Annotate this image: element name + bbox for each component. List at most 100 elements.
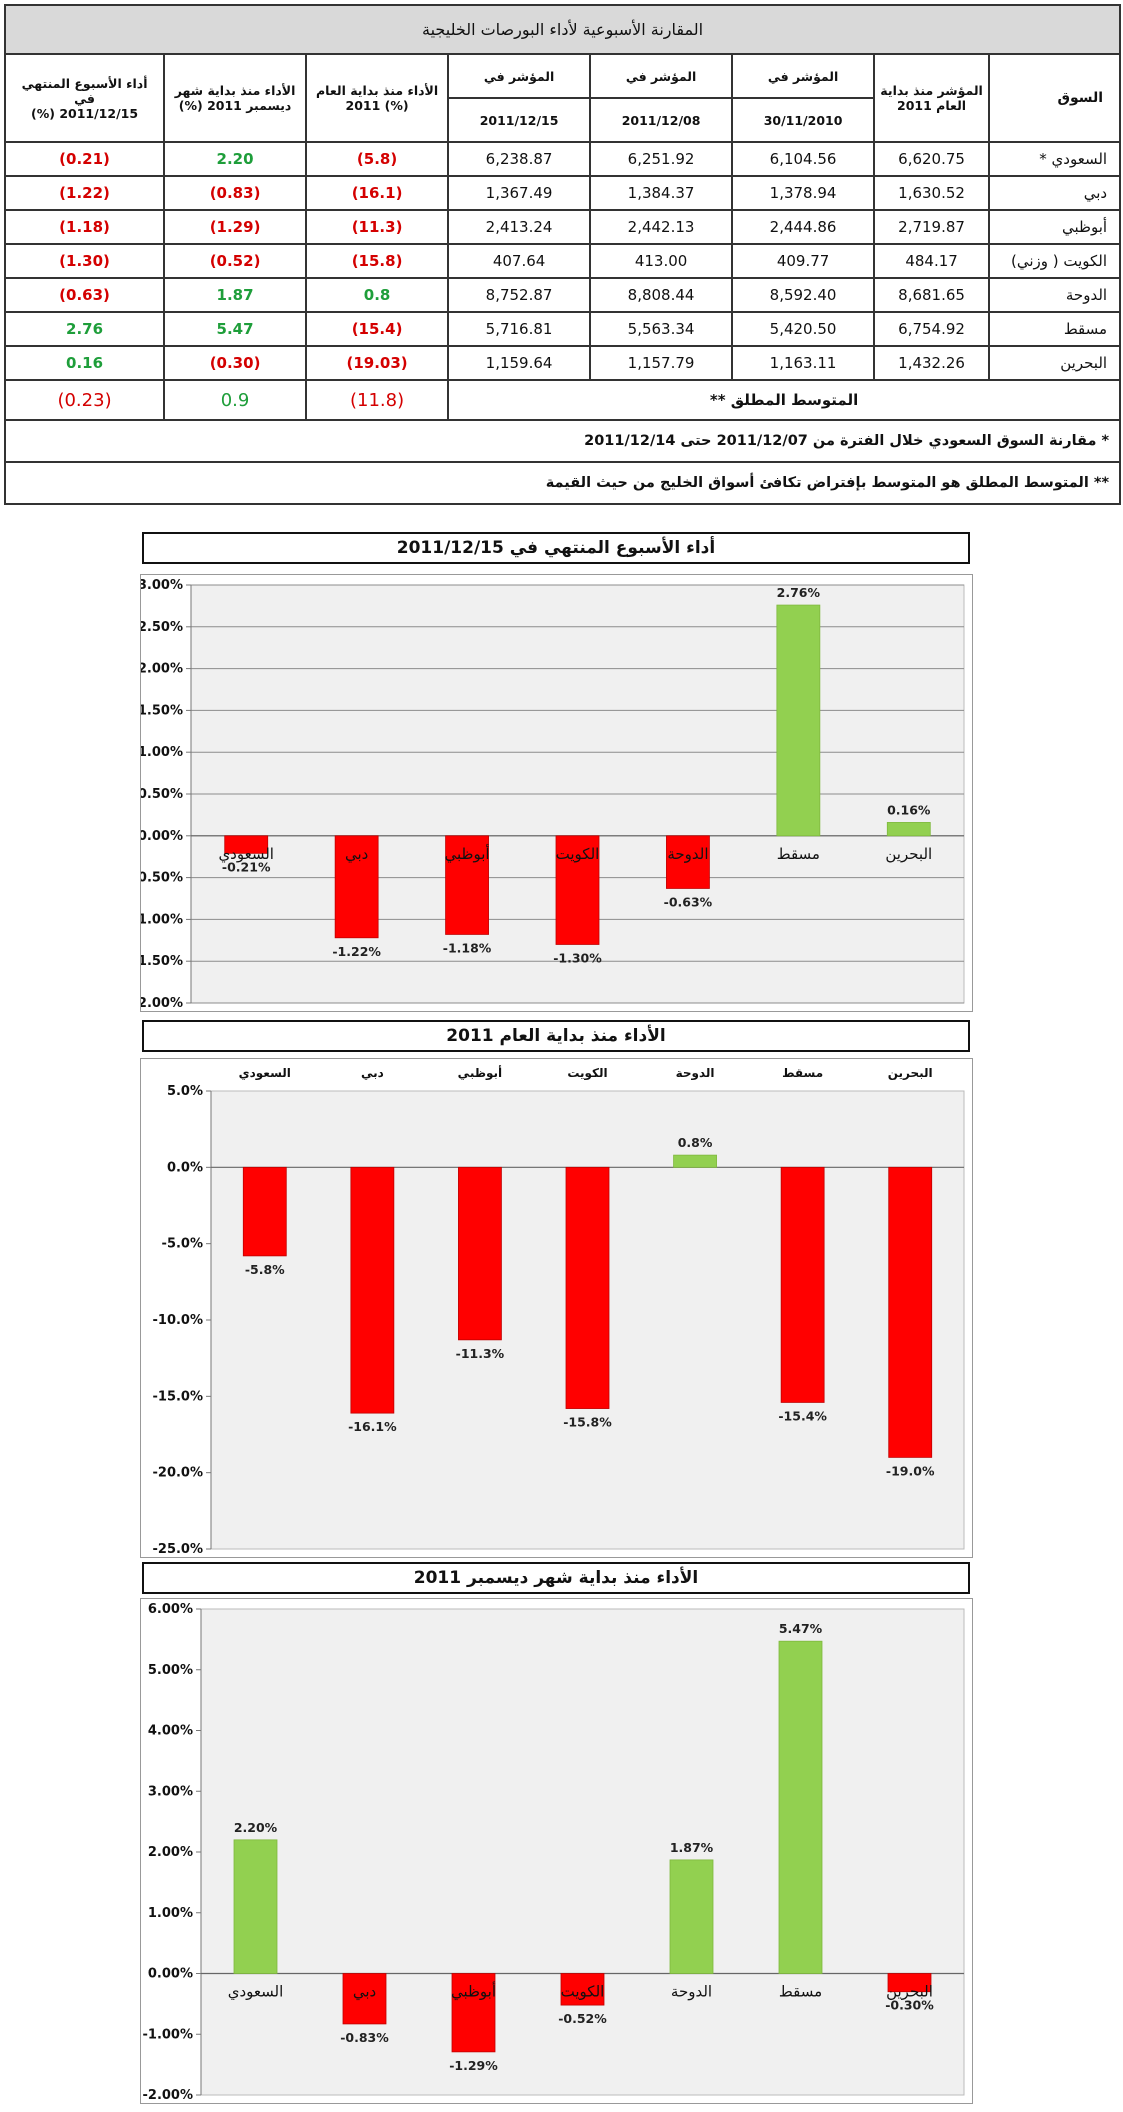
category-label: دبي — [345, 845, 368, 864]
category-label: مسقط — [779, 1983, 822, 2001]
chart-mtd-performance: 6.00% 5.00% 4.00% 3.00% 2.00% 1.00% 0.00% -1.00… — [140, 1598, 973, 2104]
cell-week: (1.30) — [3, 243, 166, 279]
data-label: -0.21% — [222, 859, 271, 874]
cell-d1: 5,420.50 — [731, 311, 876, 347]
y-tick-label: 4.00% — [148, 1724, 193, 1739]
cell-week: (0.63) — [3, 277, 166, 313]
bar-4 — [666, 835, 710, 889]
chart-mtd-svg: 6.00% 5.00% 4.00% 3.00% 2.00% 1.00% 0.00% -1.00… — [143, 1602, 965, 2103]
chart-ytd-title: الأداء منذ بداية العام 2011 — [142, 1020, 970, 1052]
cell-ytd: (5.8) — [305, 141, 450, 177]
data-label: 5.47% — [779, 1621, 823, 1636]
bar-1 — [342, 1973, 387, 2025]
cell-start: 8,681.65 — [873, 277, 991, 313]
data-label: -15.8% — [563, 1415, 612, 1430]
y-tick-label: 0.0% — [167, 1160, 203, 1175]
y-tick-label: 3.00% — [141, 578, 183, 593]
chart-mtd-title: الأداء منذ بداية شهر ديسمبر 2011 — [142, 1562, 970, 1594]
chart-weekly-svg: 3.00% 2.50% 2.00% 1.50% 1.00% 0.50% 0.00% -0.50… — [141, 578, 965, 1011]
header-start-index: المؤشر منذ بداية العام 2011 — [873, 53, 991, 143]
cell-ytd: (11.3) — [305, 209, 450, 245]
category-label: أبوظبي — [445, 844, 490, 864]
bar-3 — [565, 1166, 610, 1409]
table-row: السعودي * 6,620.75 6,104.56 6,251.92 6,238.8… — [3, 141, 1122, 177]
cell-d3: 407.64 — [447, 243, 592, 279]
table-row: أبوظبي 2,719.87 2,444.86 2,442.13 2,413.24 (1… — [3, 209, 1122, 245]
data-label: -5.8% — [245, 1262, 285, 1277]
cell-market: البحرين — [988, 345, 1122, 381]
cell-d2: 5,563.34 — [589, 311, 734, 347]
y-tick-label: -2.00% — [141, 996, 183, 1011]
cell-start: 1,432.26 — [873, 345, 991, 381]
cell-start: 1,630.52 — [873, 175, 991, 211]
y-tick-label: -0.50% — [141, 871, 183, 886]
cell-market: الدوحة — [988, 277, 1122, 313]
cell-d2: 413.00 — [589, 243, 734, 279]
cell-ytd: (19.03) — [305, 345, 450, 381]
cell-d2: 8,808.44 — [589, 277, 734, 313]
cell-d3: 5,716.81 — [447, 311, 592, 347]
header-index-in-2: المؤشر في — [589, 53, 734, 99]
category-label: السعودي — [218, 845, 274, 864]
y-tick-label: -20.0% — [153, 1466, 204, 1481]
table-row: دبي 1,630.52 1,378.94 1,384.37 1,367.49 (16.1… — [3, 175, 1122, 211]
y-tick-label: -1.00% — [143, 2027, 194, 2042]
cell-d1: 1,163.11 — [731, 345, 876, 381]
bar-6 — [888, 1166, 933, 1458]
y-tick-label: 0.00% — [148, 1967, 193, 1982]
header-market: السوق — [988, 53, 1122, 143]
y-tick-label: 0.50% — [141, 787, 183, 802]
y-tick-label: -1.00% — [141, 912, 183, 927]
category-label: البحرين — [888, 1066, 933, 1080]
y-tick-label: -10.0% — [153, 1313, 204, 1328]
data-label: 0.16% — [887, 802, 931, 817]
category-label: الدوحة — [671, 1983, 712, 2001]
bar-3 — [560, 1973, 605, 2006]
category-label: الكويت — [556, 845, 600, 863]
cell-week: (0.21) — [3, 141, 166, 177]
category-label: أبوظبي — [451, 1982, 496, 2002]
y-tick-label: 6.00% — [148, 1602, 193, 1617]
category-label: السعودي — [239, 1066, 291, 1081]
gcc-markets-table: المقارنة الأسبوعية لأداء البورصات الخليج… — [3, 4, 1122, 505]
bar-5 — [778, 1640, 823, 1974]
cell-ytd: (15.4) — [305, 311, 450, 347]
data-label: -19.0% — [886, 1463, 935, 1478]
y-tick-label: 1.00% — [141, 745, 183, 760]
cell-d2: 2,442.13 — [589, 209, 734, 245]
cell-market: السعودي * — [988, 141, 1122, 177]
bar-3 — [555, 835, 600, 945]
note-absolute-average: ** المتوسط المطلق هو المتوسط بإفتراض تكا… — [3, 461, 1122, 505]
bar-4 — [673, 1154, 717, 1168]
plot-area — [200, 1608, 965, 2096]
header-mtd: الأداء منذ بداية شهر ديسمبر 2011 (%) — [163, 53, 308, 143]
header-index-in-3: المؤشر في — [447, 53, 592, 99]
table-row: البحرين 1,432.26 1,163.11 1,157.79 1,159.64(… — [3, 345, 1122, 381]
cell-d3: 1,159.64 — [447, 345, 592, 381]
bar-5 — [780, 1166, 825, 1403]
average-ytd: (11.8) — [305, 379, 450, 421]
data-label: -1.18% — [443, 940, 492, 955]
category-label: أبوظبي — [458, 1065, 502, 1081]
bar-2 — [445, 835, 489, 935]
category-label: الكويت — [567, 1066, 607, 1081]
y-tick-label: 2.50% — [141, 620, 183, 635]
cell-ytd: 0.8 — [305, 277, 450, 313]
cell-d1: 8,592.40 — [731, 277, 876, 313]
category-label: الدوحة — [676, 1066, 715, 1081]
cell-d1: 409.77 — [731, 243, 876, 279]
chart-ytd-performance: 5.0% 0.0% -5.0% -10.0% -15.0% -20.0% -25.0% -5.… — [140, 1058, 973, 1558]
y-tick-label: 1.00% — [148, 1906, 193, 1921]
cell-start: 484.17 — [873, 243, 991, 279]
data-label: -0.83% — [340, 2030, 389, 2045]
y-tick-label: 1.50% — [141, 703, 183, 718]
data-label: -0.30% — [885, 1998, 934, 2013]
cell-d3: 8,752.87 — [447, 277, 592, 313]
header-date-3: 2011/12/15 — [447, 97, 592, 143]
cell-d3: 6,238.87 — [447, 141, 592, 177]
category-label: مسقط — [782, 1066, 823, 1080]
y-tick-label: 3.00% — [148, 1784, 193, 1799]
data-label: -1.29% — [449, 2058, 498, 2073]
y-tick-label: -15.0% — [153, 1389, 204, 1404]
cell-ytd: (16.1) — [305, 175, 450, 211]
